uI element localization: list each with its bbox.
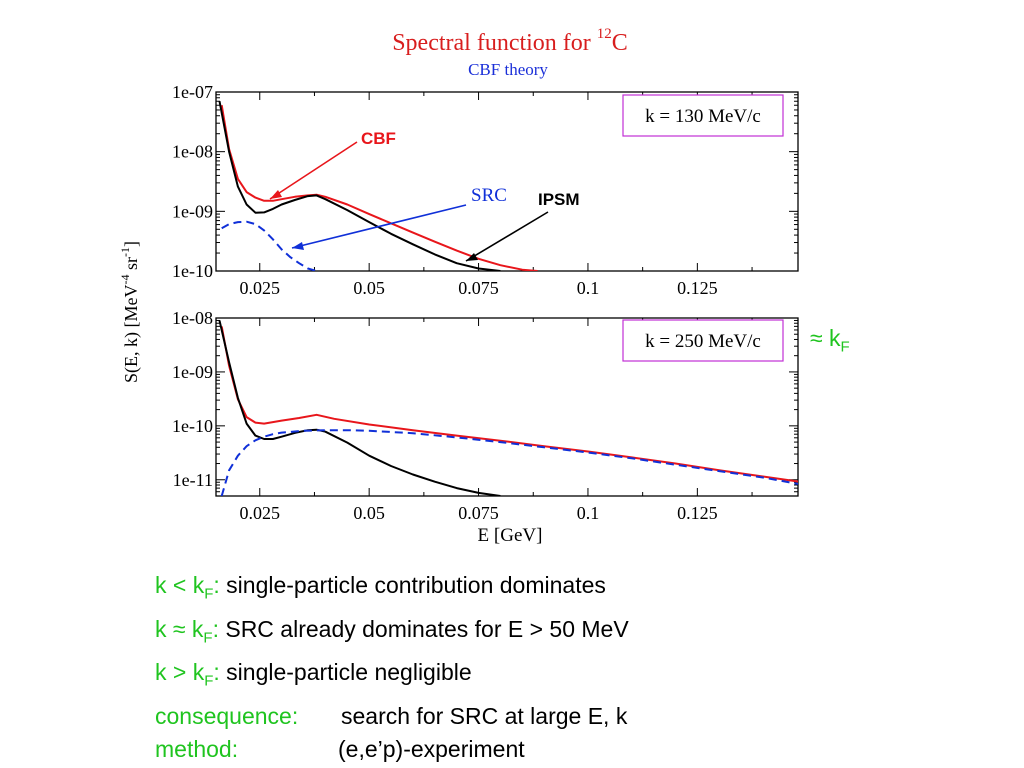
x-tick-label: 0.1 <box>577 503 600 523</box>
kf-label-sub: F <box>840 338 850 356</box>
kf-label-approx: ≈ k <box>810 325 841 351</box>
statement-colon: : <box>213 659 220 686</box>
statement-text: SRC already dominates for E > 50 MeV <box>218 615 629 642</box>
y-axis-label-post: ] <box>121 241 141 247</box>
y-tick-label: 1e-08 <box>172 142 213 162</box>
annotation-cbf: CBF <box>269 129 396 200</box>
series-line-ipsm <box>218 320 501 496</box>
annotation-ipsm-arrowhead <box>466 253 478 261</box>
statement-sub: F <box>204 672 214 690</box>
annotation-cbf-arrowhead <box>270 190 282 199</box>
statement-colon: : <box>213 572 220 598</box>
y-tick-label: 1e-09 <box>172 362 213 382</box>
annotation-src-arrow <box>291 204 467 249</box>
method-label: method: <box>155 736 239 762</box>
statement-item: k ≈ kF: SRC already dominates for E > 50… <box>155 612 629 656</box>
statement-text: single-particle contribution dominates <box>219 572 606 598</box>
y-tick-label: 1e-07 <box>172 82 213 102</box>
x-tick-label: 0.125 <box>677 503 718 523</box>
chart-title-main: Spectral function for <box>392 30 597 56</box>
annotation-ipsm: IPSM <box>465 190 580 262</box>
chart-title-superscript: 12 <box>597 26 612 42</box>
x-tick-label: 0.025 <box>240 278 281 298</box>
method-value: (e,e’p)-experiment <box>338 736 525 762</box>
series-line-ipsm <box>218 101 501 271</box>
plot-frame-top <box>215 91 799 272</box>
y-tick-label: 1e-09 <box>172 201 213 221</box>
y-tick-label: 1e-11 <box>173 470 213 490</box>
spectral-function-chart: Spectral function for 12C CBF theory S(E… <box>118 26 799 546</box>
y-tick-label: 1e-10 <box>172 416 213 436</box>
y-axis-label: S(E, k) [MeV-4 sr-1] <box>118 241 142 383</box>
y-axis-label-mid: sr <box>121 257 141 275</box>
y-axis-label-pre: S(E, k) [MeV <box>121 285 142 383</box>
y-axis-label-sup1: -4 <box>118 275 132 285</box>
x-tick-label: 0.025 <box>240 503 281 523</box>
x-tick-label: 0.1 <box>577 278 600 298</box>
y-tick-label: 1e-10 <box>172 261 213 281</box>
statement-lead: k ≈ k <box>155 615 204 642</box>
statement-item: k < kF: single-particle contribution dom… <box>155 568 629 612</box>
panel-k130: 0.025 0.05 0.075 0.1 0.125 1e-10 1e-09 1e-08 1e-… <box>172 82 799 298</box>
panel-k250: 0.025 0.05 0.075 0.1 0.125 1e-11 1e-10 1e-09 1e-… <box>172 308 799 523</box>
statement-colon: : <box>212 615 219 642</box>
series-line-src <box>221 220 317 271</box>
series-line-cbf <box>220 105 538 271</box>
series-group-top <box>218 101 538 271</box>
statement-sub: F <box>203 629 213 647</box>
y-axis-label-sup2: -1 <box>118 247 132 257</box>
annotation-src-label: SRC <box>471 185 507 206</box>
statement-lead: k > k <box>155 659 205 686</box>
consequence-label: consequence: <box>155 703 299 729</box>
statements-list: k < kF: single-particle contribution dom… <box>155 568 629 699</box>
plot-frame-bottom <box>215 317 799 497</box>
annotation-cbf-arrow <box>269 141 358 200</box>
x-tick-label: 0.125 <box>677 278 718 298</box>
statement-item: k > kF: single-particle negligible <box>155 655 629 699</box>
x-tick-label: 0.075 <box>458 278 499 298</box>
x-axis-label: E [GeV] <box>478 525 543 546</box>
annotation-src: SRC <box>291 185 507 250</box>
chart-title: Spectral function for 12C <box>392 26 628 56</box>
x-tick-label: 0.05 <box>353 278 385 298</box>
series-group-bottom <box>218 320 798 496</box>
annotation-ipsm-label: IPSM <box>538 190 580 209</box>
x-tick-label: 0.05 <box>353 503 385 523</box>
annotation-cbf-label: CBF <box>361 129 396 148</box>
statement-text: single-particle negligible <box>219 659 472 686</box>
statement-sub: F <box>204 585 214 603</box>
series-line-cbf <box>220 326 798 483</box>
k-value-box <box>622 94 784 137</box>
k-value-label: k = 250 MeV/c <box>645 331 761 352</box>
series-line-src <box>220 429 798 496</box>
annotation-src-arrowhead <box>292 242 304 250</box>
k-value-label: k = 130 MeV/c <box>645 106 761 127</box>
x-tick-label: 0.075 <box>458 503 499 523</box>
annotation-ipsm-arrow <box>465 211 549 262</box>
chart-title-element: C <box>612 30 628 56</box>
consequence-value: search for SRC at large E, k <box>341 703 628 729</box>
kf-label: ≈ kF <box>810 325 850 356</box>
statement-lead: k < k <box>155 572 205 598</box>
y-tick-label: 1e-08 <box>172 308 213 328</box>
chart-subtitle: CBF theory <box>468 60 548 79</box>
k-value-box <box>622 319 784 362</box>
